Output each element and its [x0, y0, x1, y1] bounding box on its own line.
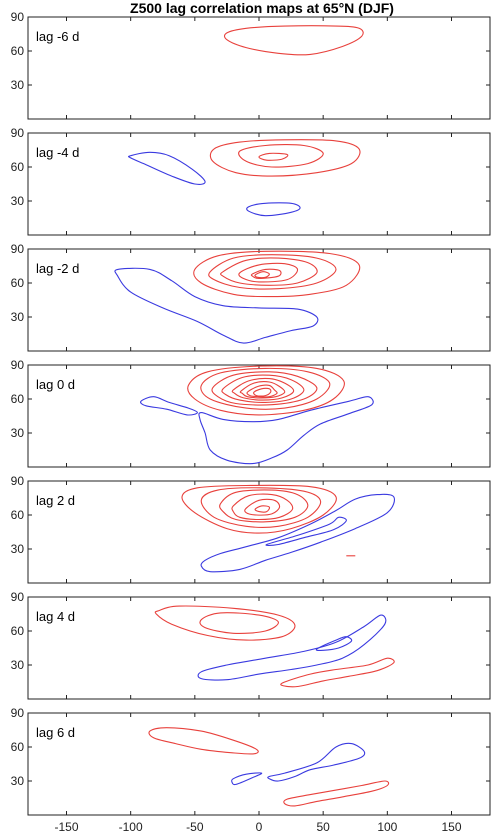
contour-positive	[250, 268, 282, 280]
chart-title: Z500 lag correlation maps at 65°N (DJF)	[130, 0, 394, 16]
contour-positive	[221, 374, 305, 403]
contour-positive	[254, 271, 270, 279]
contour-positive	[238, 144, 324, 168]
contour-positive	[280, 657, 395, 688]
y-tick-label: 30	[11, 658, 25, 672]
panel-frame	[27, 248, 491, 352]
contour-negative	[127, 151, 206, 185]
contour-positive	[283, 780, 390, 807]
contour-positive	[154, 605, 296, 641]
contour-positive	[223, 25, 364, 56]
x-tick-label: 100	[377, 820, 397, 832]
contour-positive	[220, 257, 318, 286]
panel-1: 30 60 90 lag -4 d	[11, 126, 491, 236]
y-tick-label: 90	[11, 590, 25, 604]
panel-label: lag -6 d	[36, 29, 79, 44]
panel-frame	[27, 132, 491, 236]
contour-positive	[181, 484, 337, 534]
contour-positive	[193, 250, 361, 298]
panel-0: 30 60 90 lag -6 d	[11, 10, 491, 120]
panel-label: lag 0 d	[36, 377, 75, 392]
contour-negative	[197, 614, 387, 681]
x-tick-label: 50	[316, 820, 330, 832]
panel-5: 30 60 90 lag 4 d	[11, 590, 491, 700]
contour-positive	[199, 612, 279, 634]
panels-layer: 30 60 90 lag -6 d 30 60 90 lag -4 d 30 60 90 lag -2…	[11, 10, 491, 816]
y-tick-label: 90	[11, 706, 25, 720]
y-tick-label: 60	[11, 44, 25, 58]
contour-positive	[148, 727, 259, 755]
y-tick-label: 30	[11, 310, 25, 324]
contour-positive	[208, 254, 337, 290]
panel-4: 30 60 90 lag 2 d	[11, 474, 491, 584]
contour-negative	[200, 493, 395, 573]
contour-positive	[209, 139, 361, 177]
y-tick-label: 90	[11, 242, 25, 256]
x-tick-label: 0	[256, 820, 263, 832]
contour-positive	[238, 262, 299, 283]
contour-positive	[246, 384, 278, 398]
panel-2: 30 60 90 lag -2 d	[11, 242, 491, 352]
y-tick-label: 30	[11, 194, 25, 208]
y-tick-label: 30	[11, 774, 25, 788]
contour-positive	[244, 498, 281, 516]
contour-positive	[254, 505, 271, 513]
panel-label: lag 2 d	[36, 493, 75, 508]
y-tick-label: 90	[11, 10, 25, 24]
panel-label: lag -4 d	[36, 145, 79, 160]
y-tick-label: 90	[11, 474, 25, 488]
x-tick-label: -100	[119, 820, 143, 832]
panel-frame	[27, 16, 491, 120]
panel-frame	[27, 596, 491, 700]
contour-positive	[258, 152, 289, 161]
contour-positive	[253, 387, 272, 397]
contour-negative	[114, 267, 319, 344]
y-tick-label: 60	[11, 624, 25, 638]
y-tick-label: 90	[11, 126, 25, 140]
contour-negative	[231, 772, 263, 786]
y-tick-label: 90	[11, 358, 25, 372]
contour-positive	[231, 377, 295, 401]
contour-positive	[200, 367, 331, 410]
panel-3: 30 60 90 lag 0 d	[11, 358, 491, 468]
y-tick-label: 60	[11, 160, 25, 174]
panel-frame	[27, 712, 491, 816]
contour-negative	[267, 742, 366, 782]
contour-positive	[219, 489, 309, 523]
contour-negative	[198, 396, 374, 465]
panel-frame	[27, 364, 491, 468]
y-tick-label: 60	[11, 740, 25, 754]
panel-frame	[27, 480, 491, 584]
contour-positive	[239, 381, 286, 399]
contour-negative	[140, 396, 198, 416]
x-tick-label: 150	[441, 820, 461, 832]
y-tick-label: 30	[11, 78, 25, 92]
x-tick-label: -50	[186, 820, 204, 832]
panel-label: lag -2 d	[36, 261, 79, 276]
contour-positive	[231, 493, 294, 521]
x-tick-label: -150	[54, 820, 78, 832]
panel-6: 30 60 90 lag 6 d	[11, 706, 491, 816]
y-tick-label: 60	[11, 508, 25, 522]
contour-negative	[265, 516, 347, 547]
y-tick-label: 60	[11, 392, 25, 406]
x-axis: -150 -100 -50 0 50 100 150	[54, 820, 461, 832]
panel-label: lag 6 d	[36, 725, 75, 740]
y-tick-label: 30	[11, 542, 25, 556]
y-tick-label: 30	[11, 426, 25, 440]
contour-negative	[315, 636, 353, 652]
contour-positive	[211, 371, 318, 406]
panel-label: lag 4 d	[36, 609, 75, 624]
contour-positive	[187, 365, 345, 416]
y-tick-label: 60	[11, 276, 25, 290]
contour-positive	[200, 487, 322, 528]
contour-negative	[246, 202, 301, 217]
